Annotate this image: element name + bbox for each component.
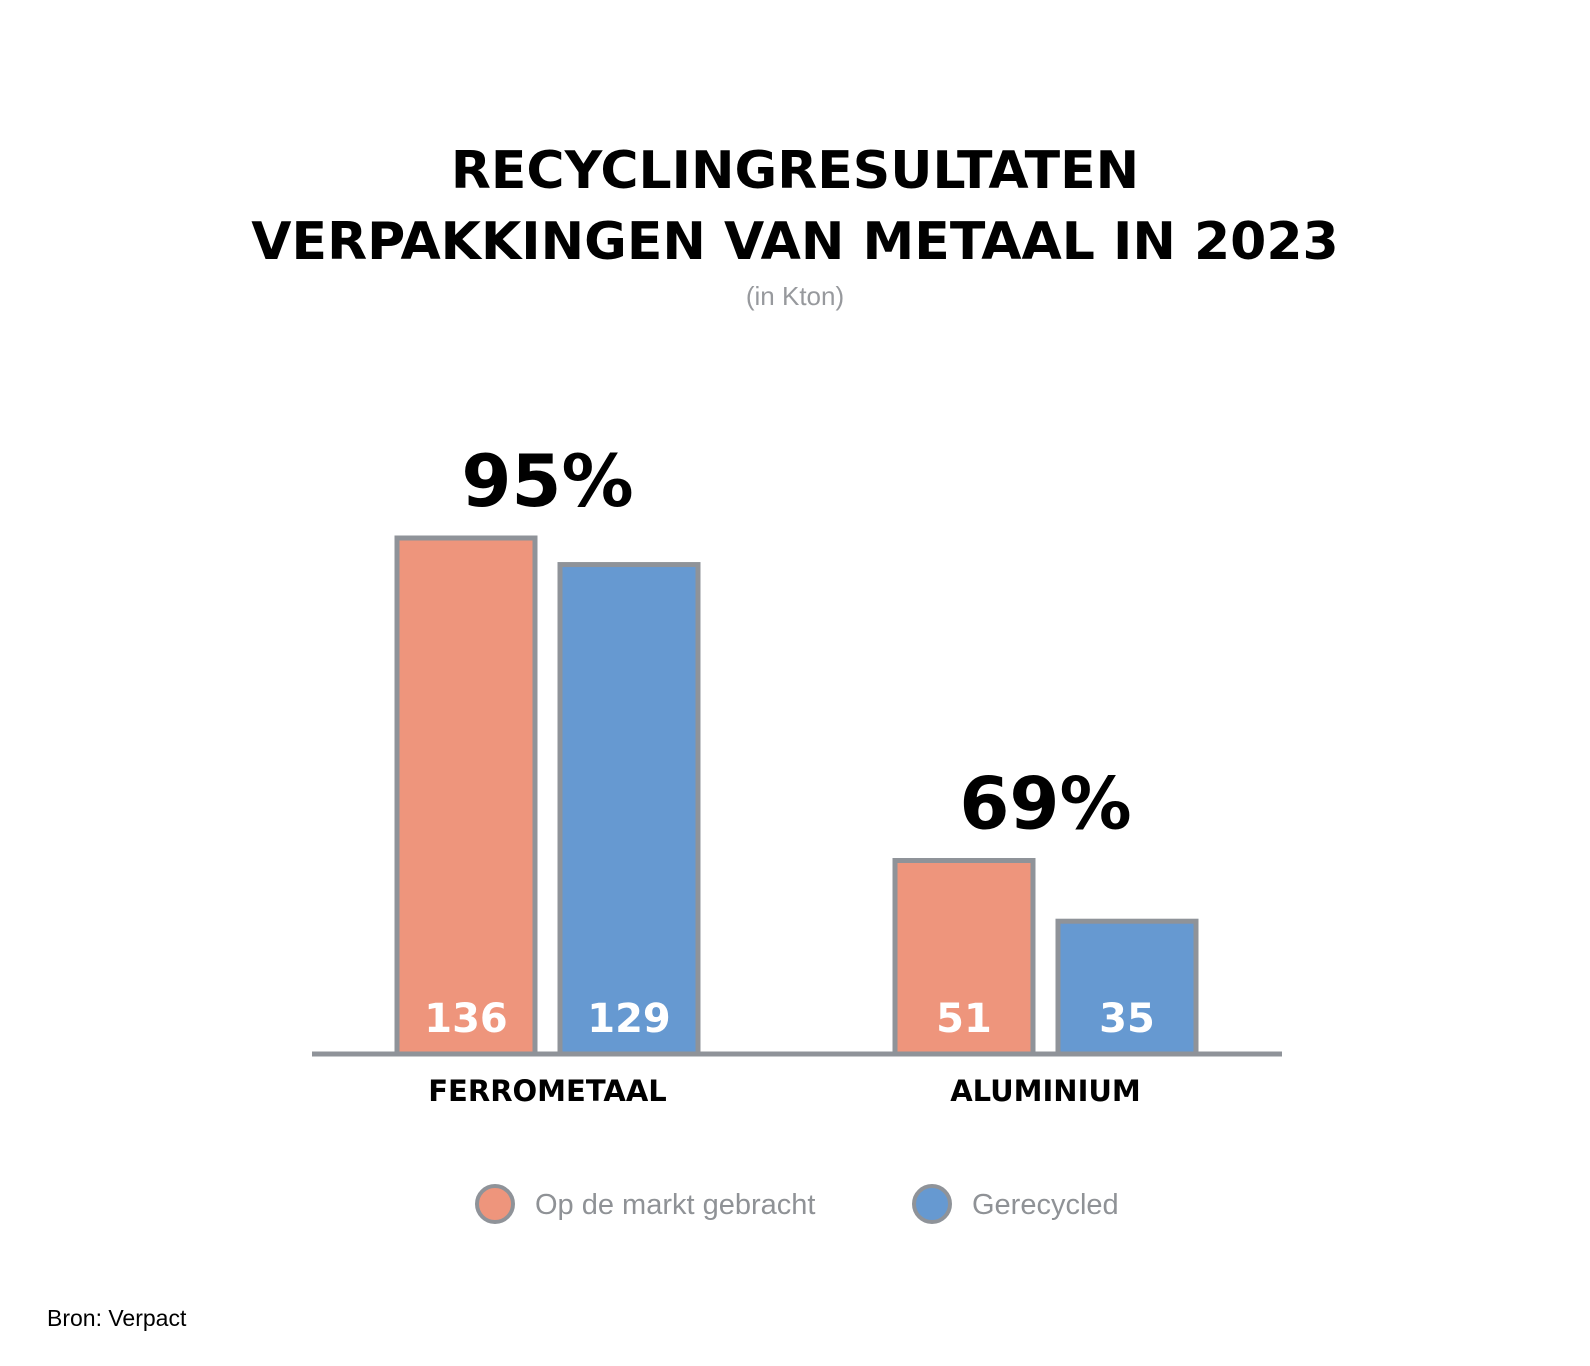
data-label-ferrometaal-1: 129 <box>587 996 671 1042</box>
data-label-aluminium-0: 51 <box>936 996 992 1042</box>
source-note: Bron: Verpact <box>47 1305 187 1331</box>
legend: Op de markt gebracht Gerecycled <box>475 1184 1119 1224</box>
data-label-aluminium-1: 35 <box>1099 996 1155 1042</box>
legend-label-0: Op de markt gebracht <box>535 1189 815 1221</box>
legend-swatch-1 <box>912 1184 952 1224</box>
category-label-ferrometaal: FERROMETAAL <box>428 1074 667 1108</box>
percentage-label-ferrometaal: 95% <box>461 439 633 523</box>
legend-swatch-0 <box>475 1184 515 1224</box>
percentage-label-aluminium: 69% <box>959 762 1131 846</box>
bar-ferrometaal-gerecycled <box>557 562 701 1057</box>
data-label-ferrometaal-0: 136 <box>424 996 508 1042</box>
chart-subtitle: (in Kton) <box>746 281 844 311</box>
bar-ferrometaal-op-de-markt <box>394 535 538 1057</box>
legend-label-1: Gerecycled <box>972 1189 1119 1221</box>
bar-aluminium-op-de-markt <box>892 858 1036 1057</box>
chart-title-line-2: VERPAKKINGEN VAN METAAL IN 2023 <box>251 212 1338 272</box>
chart-title-line-1: RECYCLINGRESULTATEN <box>451 141 1139 201</box>
category-label-aluminium: ALUMINIUM <box>950 1074 1141 1108</box>
bars-group: 136 129 95% FERROMETAAL 51 35 69% ALUMINIUM <box>394 439 1199 1108</box>
